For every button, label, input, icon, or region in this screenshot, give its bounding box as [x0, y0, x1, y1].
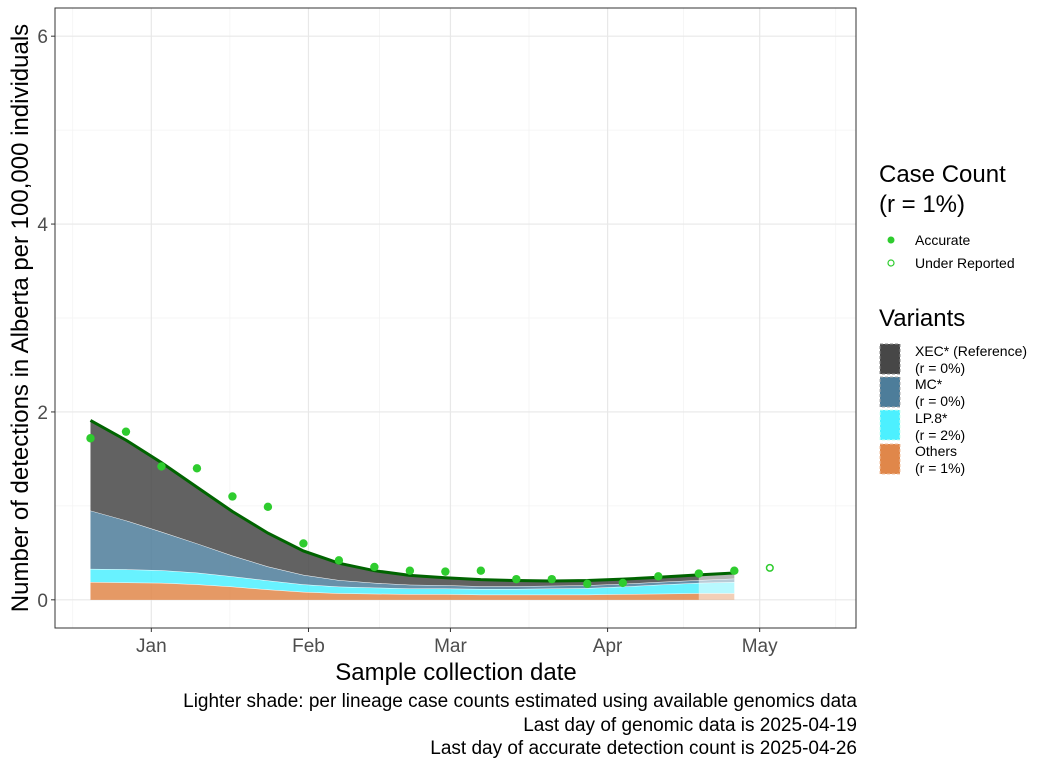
x-axis-title: Sample collection date: [335, 659, 576, 686]
area-lp-8: [90, 568, 699, 595]
y-tick-label: 4: [37, 215, 48, 236]
legend-mc-swatch: [879, 376, 901, 408]
x-tick-label: May: [742, 636, 778, 657]
legend-case-count-title: Case Count: [879, 161, 1006, 188]
data-point-accurate: [654, 572, 663, 581]
data-point-accurate: [694, 569, 704, 578]
area-others: [90, 581, 699, 600]
area-others-estimated: [698, 593, 735, 600]
y-tick-label: 2: [37, 403, 48, 424]
data-point-accurate: [476, 566, 486, 575]
area-mc-edge: [90, 510, 699, 587]
legend-variants-title: Variants: [879, 305, 965, 332]
y-tick-label: 6: [37, 27, 48, 48]
chart: Jan Feb Mar Apr May 0 2 4 6 Sample collection d…: [7, 7, 1027, 686]
legend-mc-name: MC*: [915, 376, 943, 392]
data-point-under-reported: [765, 563, 774, 572]
caption-detection-date: Last day of accurate detection count is …: [430, 738, 857, 759]
area-mc-estimated-edge: [698, 578, 735, 581]
legend-xec-swatch: [879, 343, 901, 375]
y-axis-ticks: 0 2 4 6: [37, 27, 55, 612]
caption-estimation-note: Lighter shade: per lineage case counts e…: [183, 691, 857, 712]
data-point-accurate: [405, 566, 415, 575]
case-count-points: [86, 427, 774, 589]
legend-others-name: Others: [915, 443, 957, 459]
legend-others-swatch: [879, 443, 901, 475]
data-point-accurate: [86, 434, 95, 443]
y-axis-title: Number of detections in Alberta per 100,…: [7, 24, 34, 612]
data-point-accurate: [121, 427, 131, 436]
legend-underreported-label: Under Reported: [915, 255, 1015, 271]
data-point-accurate: [299, 539, 308, 548]
legend-others-rate: (r = 1%): [915, 460, 965, 476]
data-point-accurate: [441, 567, 450, 576]
legend-xec-name: XEC* (Reference): [915, 343, 1027, 359]
legend-variants: Variants XEC* (Reference) (r = 0%) MC* (…: [879, 305, 1027, 476]
data-point-accurate: [730, 566, 739, 575]
panel-border: [54, 7, 857, 629]
x-tick-label: Jan: [136, 636, 167, 657]
legend-mc-rate: (r = 0%): [915, 393, 965, 409]
legend-accurate-label: Accurate: [915, 232, 970, 248]
legend-xec-rate: (r = 0%): [915, 360, 965, 376]
data-point-accurate: [334, 556, 344, 565]
legend-lp8-name: LP.8*: [915, 410, 948, 426]
area-lp-8-estimated: [698, 581, 735, 594]
data-point-accurate: [228, 492, 237, 501]
x-tick-label: Apr: [593, 636, 623, 657]
area-xec-reference: [90, 420, 699, 587]
data-point-accurate: [263, 502, 273, 512]
data-point-accurate: [512, 574, 521, 584]
area-lp-8-estimated-edge: [698, 581, 735, 584]
y-tick-label: 0: [37, 591, 48, 612]
data-point-accurate: [192, 464, 202, 473]
legend-lp8-swatch: [879, 409, 901, 441]
legend-case-count: Case Count (r = 1%) Accurate Under Repor…: [879, 161, 1015, 271]
data-point-accurate: [618, 578, 627, 588]
x-tick-label: Mar: [434, 636, 467, 657]
legend-underreported-marker: [887, 259, 895, 267]
legend-lp8-rate: (r = 2%): [915, 427, 965, 443]
data-point-accurate: [370, 562, 379, 572]
x-axis-ticks: Jan Feb Mar Apr May: [136, 628, 778, 657]
legend-case-count-subtitle: (r = 1%): [879, 191, 965, 218]
data-point-accurate: [583, 579, 592, 589]
grid-minor: [55, 8, 856, 628]
area-mc: [90, 510, 699, 590]
data-point-accurate: [547, 574, 557, 584]
x-tick-label: Feb: [292, 636, 325, 657]
caption-genomic-date: Last day of genomic data is 2025-04-19: [523, 715, 857, 736]
legend-accurate-marker: [887, 236, 895, 244]
data-point-accurate: [157, 462, 166, 471]
